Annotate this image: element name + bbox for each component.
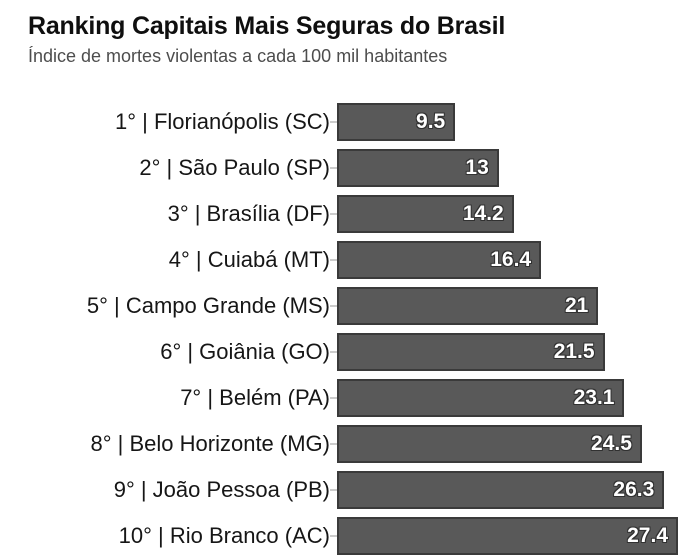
chart-row: 7° | Belém (PA) 23.1	[28, 379, 700, 418]
bar: 21.5	[337, 333, 605, 372]
axis-tick	[330, 489, 337, 492]
bar-value-label: 21.5	[553, 340, 595, 364]
category-label: 1° | Florianópolis (SC)	[114, 109, 330, 135]
chart-title: Ranking Capitais Mais Seguras do Brasil	[28, 12, 506, 40]
axis-tick	[330, 305, 337, 308]
bar: 13	[337, 149, 499, 188]
bar-value-label: 27.4	[627, 524, 668, 548]
axis-tick	[330, 443, 337, 446]
category-label: 6° | Goiânia (GO)	[160, 339, 330, 365]
axis-tick	[330, 397, 337, 400]
category-label: 4° | Cuiabá (MT)	[168, 247, 330, 273]
category-label: 2° | São Paulo (SP)	[139, 155, 330, 181]
chart-row: 5° | Campo Grande (MS) 21	[28, 287, 700, 326]
category-label: 8° | Belo Horizonte (MG)	[90, 431, 330, 457]
bar-value-label: 16.4	[490, 248, 532, 272]
chart-row: 9° | João Pessoa (PB) 26.3	[28, 471, 700, 510]
bar-value-label: 14.2	[462, 202, 504, 226]
bar: 24.5	[337, 425, 642, 464]
category-label: 7° | Belém (PA)	[180, 385, 330, 411]
chart-row: 4° | Cuiabá (MT) 16.4	[28, 241, 700, 280]
axis-tick	[330, 167, 337, 170]
bar-value-label: 24.5	[591, 432, 632, 456]
chart-subtitle: Índice de mortes violentas a cada 100 mi…	[28, 45, 448, 66]
bar-value-label: 23.1	[573, 386, 615, 410]
bar-value-label: 26.3	[613, 478, 655, 502]
category-label: 5° | Campo Grande (MS)	[86, 293, 330, 319]
category-label: 3° | Brasília (DF)	[167, 201, 330, 227]
axis-tick	[330, 121, 337, 124]
category-label: 9° | João Pessoa (PB)	[113, 477, 330, 503]
bar: 27.4	[337, 517, 678, 556]
bar-value-label: 9.5	[416, 110, 446, 134]
chart-row: 2° | São Paulo (SP) 13	[28, 149, 700, 188]
bar: 14.2	[337, 195, 514, 234]
axis-tick	[330, 213, 337, 216]
bar: 26.3	[337, 471, 665, 510]
chart-row: 1° | Florianópolis (SC) 9.5	[28, 103, 700, 142]
bar-chart: 1° | Florianópolis (SC) 9.5 2° | São Paulo…	[28, 103, 700, 556]
chart-row: 10° | Rio Branco (AC) 27.4	[28, 517, 700, 556]
chart-row: 6° | Goiânia (GO) 21.5	[28, 333, 700, 372]
axis-tick	[330, 259, 337, 262]
bar: 23.1	[337, 379, 625, 418]
bar: 9.5	[337, 103, 456, 142]
bar: 21	[337, 287, 599, 326]
bar-value-label: 13	[465, 156, 489, 180]
category-label: 10° | Rio Branco (AC)	[118, 523, 330, 549]
axis-tick	[330, 351, 337, 354]
bar-value-label: 21	[564, 294, 589, 318]
chart-row: 8° | Belo Horizonte (MG) 24.5	[28, 425, 700, 464]
bar: 16.4	[337, 241, 542, 280]
chart-row: 3° | Brasília (DF) 14.2	[28, 195, 700, 234]
axis-tick	[330, 535, 337, 538]
